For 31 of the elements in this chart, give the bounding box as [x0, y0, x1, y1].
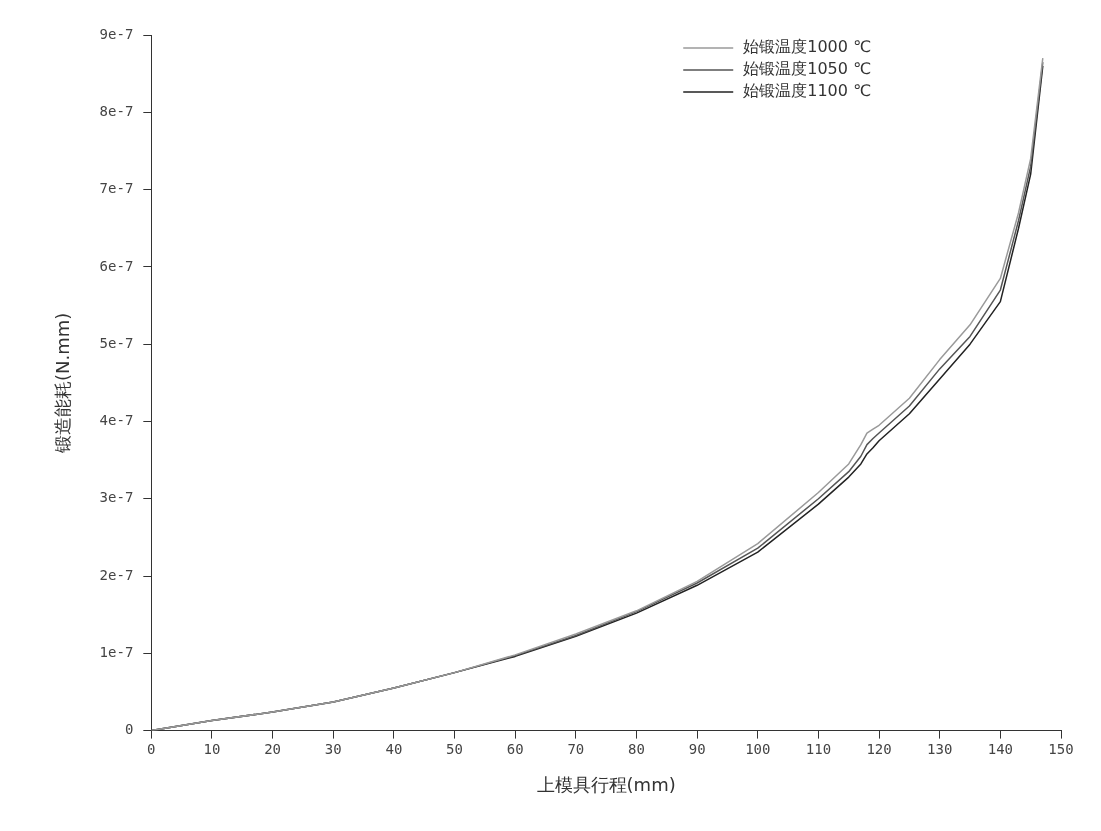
y-tick-label: 4e-7 [99, 412, 134, 429]
y-tick-label: 5e-7 [99, 334, 134, 351]
x-tick-label: 120 [866, 740, 892, 757]
y-tick-label: 3e-7 [99, 489, 134, 506]
x-tick-label: 140 [987, 740, 1013, 757]
x-tick-label: 100 [745, 740, 771, 757]
x-tick-label: 0 [147, 740, 156, 757]
y-axis-title: 锻造能耗(N.mm) [52, 312, 74, 454]
y-tick-label: 9e-7 [99, 25, 134, 42]
legend-label: 始锻温度1050 ℃ [743, 59, 872, 79]
x-tick-label: 150 [1048, 740, 1074, 757]
x-tick-label: 20 [264, 740, 282, 757]
x-tick-label: 110 [805, 740, 832, 757]
y-tick-label: 2e-7 [99, 566, 134, 583]
y-tick-label: 8e-7 [99, 102, 134, 119]
x-tick-label: 80 [628, 740, 645, 757]
x-tick-label: 70 [567, 740, 585, 757]
x-tick-label: 30 [324, 740, 342, 757]
y-tick-label: 7e-7 [99, 180, 134, 197]
x-tick-label: 90 [688, 740, 706, 757]
legend-label: 始锻温度1000 ℃ [743, 37, 872, 57]
y-tick-label: 0 [124, 721, 134, 738]
x-tick-label: 40 [385, 740, 403, 757]
x-tick-label: 130 [927, 740, 953, 757]
x-tick-label: 60 [506, 740, 524, 757]
y-tick-label: 1e-7 [99, 643, 134, 660]
legend-label: 始锻温度1100 ℃ [743, 81, 872, 101]
x-tick-label: 50 [446, 740, 463, 757]
x-tick-label: 10 [203, 740, 221, 757]
y-tick-label: 6e-7 [99, 257, 134, 274]
x-axis-title: 上模具行程(mm) [536, 773, 676, 795]
